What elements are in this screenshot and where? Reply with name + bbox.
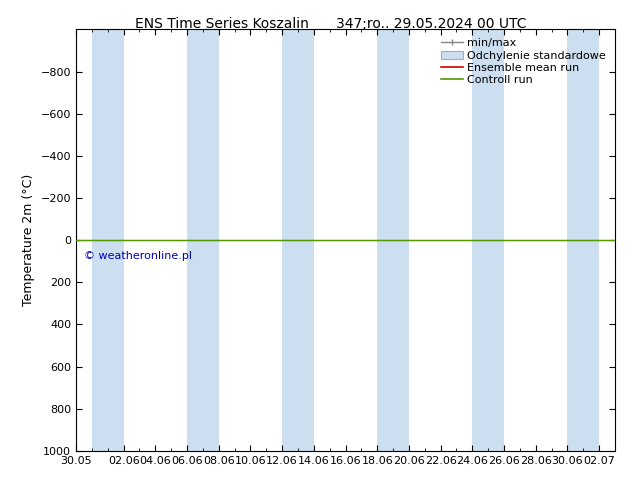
Text: 347;ro.. 29.05.2024 00 UTC: 347;ro.. 29.05.2024 00 UTC — [336, 17, 526, 31]
Legend: min/max, Odchylenie standardowe, Ensemble mean run, Controll run: min/max, Odchylenie standardowe, Ensembl… — [437, 35, 609, 89]
Bar — [282, 29, 314, 451]
Text: ENS Time Series Koszalin: ENS Time Series Koszalin — [135, 17, 309, 31]
Bar — [567, 29, 599, 451]
Y-axis label: Temperature 2m (°C): Temperature 2m (°C) — [22, 174, 35, 306]
Text: © weatheronline.pl: © weatheronline.pl — [84, 251, 192, 261]
Bar — [472, 29, 504, 451]
Bar — [187, 29, 219, 451]
Bar — [92, 29, 124, 451]
Bar — [377, 29, 409, 451]
